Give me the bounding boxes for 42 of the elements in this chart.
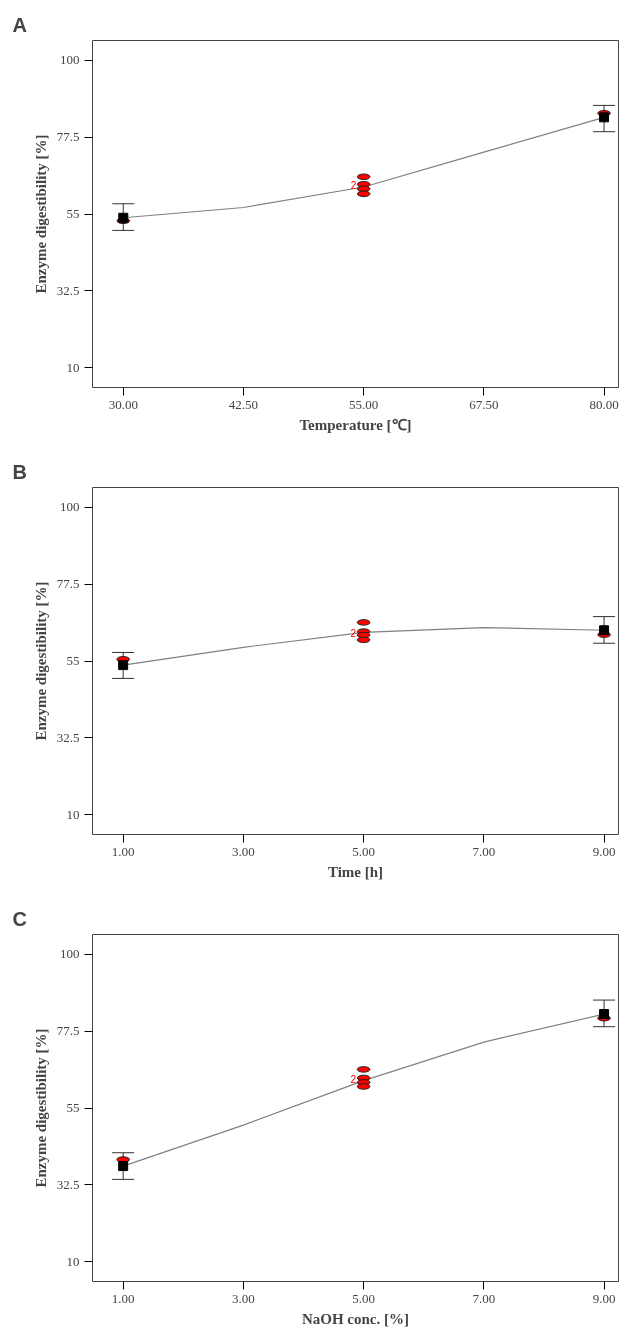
y-tick-label: 100 [60,499,80,515]
x-tick-label: 67.50 [469,396,499,412]
y-axis-title: Enzyme digestibility [%] [32,581,49,741]
y-tick-label: 10 [66,806,80,822]
x-tick-label: 5.00 [352,843,375,859]
x-tick-label: 80.00 [589,396,619,412]
annotation: 2 [350,1073,357,1085]
y-tick-label: 32.5 [56,729,80,745]
x-tick-label: 7.00 [472,843,496,859]
x-tick-label: 1.00 [111,843,135,859]
x-tick-label: 42.50 [228,396,259,412]
x-axis-title: Temperature [℃] [299,416,412,433]
y-tick-label: 32.5 [56,1176,80,1192]
y-tick-label: 10 [66,1253,80,1269]
y-tick-label: 55 [66,1100,80,1115]
x-axis-title: Time [h] [327,863,384,880]
y-tick-label: 55 [66,653,80,668]
annotation: 2 [350,180,357,192]
y-tick-label: 10 [66,359,80,375]
chart-title: B [12,460,27,483]
y-tick-label: 55 [66,206,80,221]
y-tick-label: 100 [60,946,80,962]
x-tick-label: 5.00 [352,1290,375,1306]
x-tick-label: 7.00 [472,1290,496,1306]
x-tick-label: 9.00 [592,1290,616,1306]
chart-title: C [12,907,27,930]
x-axis-title: NaOH conc. [%] [301,1310,410,1327]
y-tick-label: 77.5 [56,1023,80,1039]
x-tick-label: 3.00 [232,1290,255,1306]
annotation: 2 [350,627,357,639]
y-axis-title: Enzyme digestibility [%] [32,134,49,294]
x-tick-label: 3.00 [232,843,255,859]
y-axis-title: Enzyme digestibility [%] [32,1028,49,1188]
x-tick-label: 9.00 [592,843,616,859]
y-tick-label: 100 [60,52,80,68]
x-tick-label: 30.00 [108,396,138,412]
y-tick-label: 32.5 [56,282,80,298]
y-tick-label: 77.5 [56,129,80,145]
y-tick-label: 77.5 [56,576,80,592]
x-tick-label: 55.00 [349,396,379,412]
x-tick-label: 1.00 [111,1290,135,1306]
chart-title: A [12,13,27,36]
